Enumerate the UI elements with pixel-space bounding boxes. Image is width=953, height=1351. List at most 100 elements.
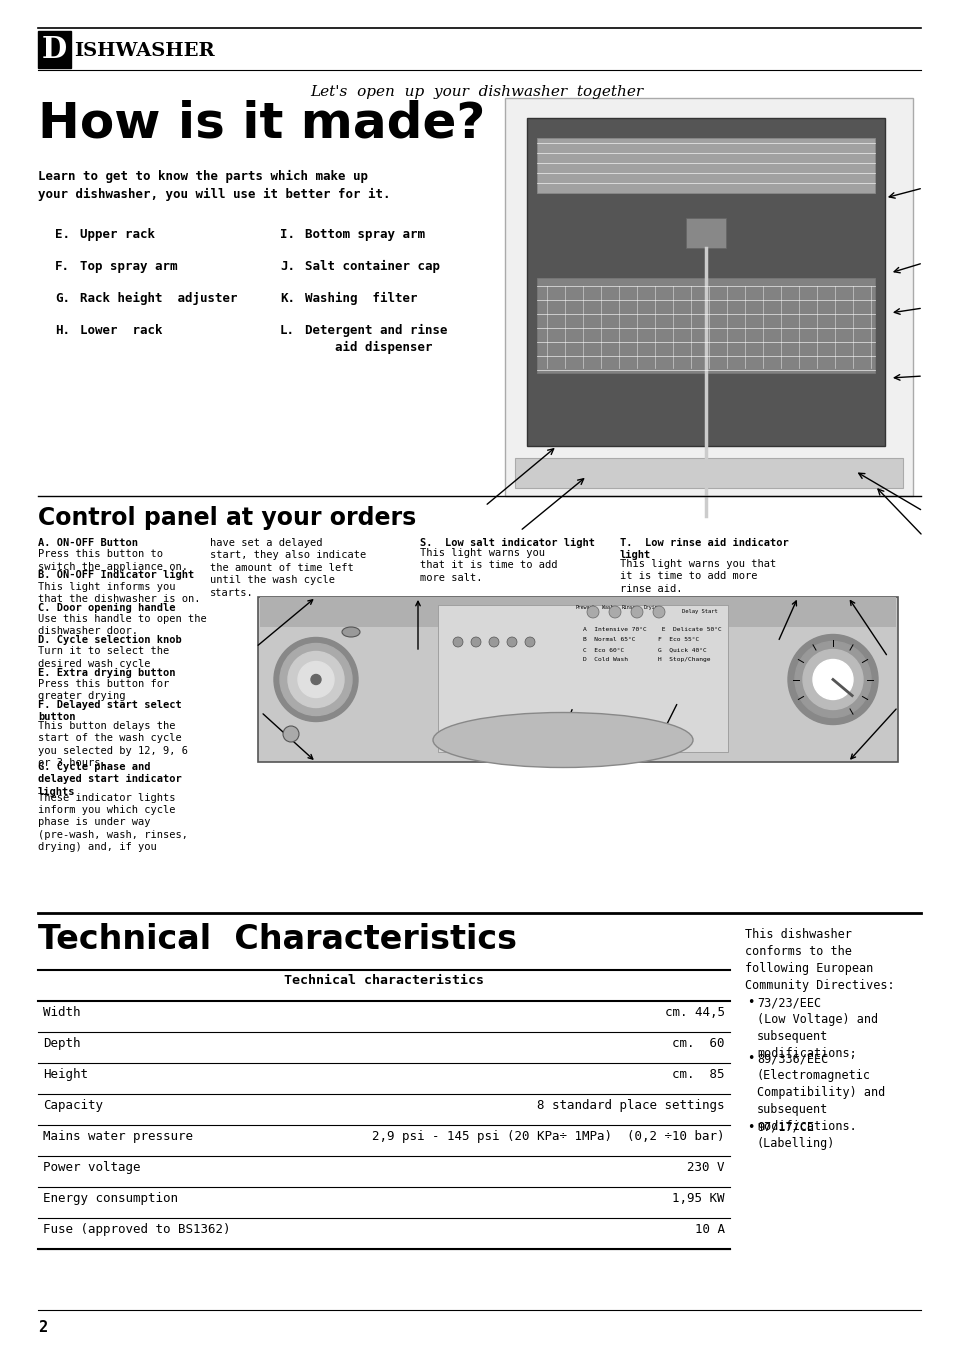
Text: Control panel at your orders: Control panel at your orders	[38, 507, 416, 530]
Bar	[526, 118, 884, 446]
Bar	[515, 458, 902, 488]
Circle shape	[297, 662, 334, 697]
Circle shape	[489, 638, 498, 647]
Text: •: •	[746, 1052, 754, 1065]
Circle shape	[280, 643, 352, 716]
Text: cm.  85: cm. 85	[672, 1069, 724, 1081]
Circle shape	[283, 725, 298, 742]
Text: D: D	[42, 35, 67, 63]
Text: D  Cold Wash        H  Stop/Change: D Cold Wash H Stop/Change	[582, 657, 710, 662]
Text: 2: 2	[38, 1320, 47, 1335]
Text: This light warns you
that it is time to add
more salt.: This light warns you that it is time to …	[419, 549, 557, 582]
Text: Depth: Depth	[43, 1038, 80, 1050]
Text: Prewash: Prewash	[576, 605, 596, 611]
Text: Lower  rack: Lower rack	[80, 324, 162, 336]
Text: 1,95 KW: 1,95 KW	[672, 1192, 724, 1205]
Text: G. Cycle phase and
delayed start indicator
lights: G. Cycle phase and delayed start indicat…	[38, 762, 182, 797]
Circle shape	[471, 638, 480, 647]
Text: Capacity: Capacity	[43, 1098, 103, 1112]
Ellipse shape	[341, 627, 359, 638]
Text: This dishwasher
conforms to the
following European
Community Directives:: This dishwasher conforms to the followin…	[744, 928, 894, 992]
Circle shape	[524, 638, 535, 647]
Circle shape	[288, 651, 344, 708]
Text: 97/17/CE
(Labelling): 97/17/CE (Labelling)	[757, 1120, 835, 1151]
Text: Width: Width	[43, 1006, 80, 1019]
Text: Bottom spray arm: Bottom spray arm	[305, 228, 424, 240]
Text: G.: G.	[55, 292, 70, 305]
Circle shape	[586, 607, 598, 617]
Text: Rack height  adjuster: Rack height adjuster	[80, 292, 237, 305]
Text: K.: K.	[280, 292, 294, 305]
Text: Use this handle to open the
dishwasher door.: Use this handle to open the dishwasher d…	[38, 615, 207, 636]
Text: H.: H.	[55, 324, 70, 336]
Text: How is it made?: How is it made?	[38, 99, 485, 147]
Circle shape	[506, 638, 517, 647]
Bar	[260, 597, 895, 627]
Text: J.: J.	[280, 259, 294, 273]
Text: Salt container cap: Salt container cap	[305, 259, 439, 273]
Text: Learn to get to know the parts which make up
your dishwasher, you will use it be: Learn to get to know the parts which mak…	[38, 170, 390, 201]
Text: Power voltage: Power voltage	[43, 1161, 140, 1174]
Text: •: •	[746, 996, 754, 1009]
Text: have set a delayed
start, they also indicate
the amount of time left
until the w: have set a delayed start, they also indi…	[210, 538, 366, 597]
Circle shape	[453, 638, 462, 647]
Text: T.  Low rinse aid indicator
light: T. Low rinse aid indicator light	[619, 538, 788, 559]
Bar	[38, 31, 71, 68]
Text: B  Normal 65°C      F  Eco 55°C: B Normal 65°C F Eco 55°C	[582, 638, 699, 642]
Text: Mains water pressure: Mains water pressure	[43, 1129, 193, 1143]
Text: cm.  60: cm. 60	[672, 1038, 724, 1050]
Text: ISHWASHER: ISHWASHER	[74, 42, 214, 59]
Text: Technical  Characteristics: Technical Characteristics	[38, 923, 517, 957]
Bar	[257, 597, 897, 762]
Bar	[504, 99, 912, 496]
Text: E. Extra drying button: E. Extra drying button	[38, 667, 175, 678]
Circle shape	[802, 650, 862, 709]
Text: Press this button for
greater drying: Press this button for greater drying	[38, 680, 169, 701]
Text: A  Intensive 70°C    E  Delicate 50°C: A Intensive 70°C E Delicate 50°C	[582, 627, 721, 632]
Text: Fuse (approved to BS1362): Fuse (approved to BS1362)	[43, 1223, 231, 1236]
Text: Drying: Drying	[642, 605, 659, 611]
Bar	[437, 605, 727, 753]
Text: F. Delayed start select
button: F. Delayed start select button	[38, 700, 182, 723]
Text: Height: Height	[43, 1069, 88, 1081]
Circle shape	[274, 638, 357, 721]
Text: Let's  open  up  your  dishwasher  together: Let's open up your dishwasher together	[310, 85, 643, 99]
Text: 230 V: 230 V	[687, 1161, 724, 1174]
Text: 10 A: 10 A	[695, 1223, 724, 1236]
Text: C  Eco 60°C         G  Quick 40°C: C Eco 60°C G Quick 40°C	[582, 647, 706, 653]
Text: Rinses: Rinses	[620, 605, 638, 611]
Text: A. ON-OFF Button: A. ON-OFF Button	[38, 538, 138, 549]
Text: Technical characteristics: Technical characteristics	[284, 974, 483, 988]
Text: F.: F.	[55, 259, 70, 273]
Text: This light warns you that
it is time to add more
rinse aid.: This light warns you that it is time to …	[619, 559, 776, 594]
Text: B. ON-OFF Indicator light: B. ON-OFF Indicator light	[38, 570, 194, 581]
Text: cm. 44,5: cm. 44,5	[664, 1006, 724, 1019]
Text: I.: I.	[280, 228, 294, 240]
Text: C. Door opening handle: C. Door opening handle	[38, 603, 175, 613]
Circle shape	[630, 607, 642, 617]
Circle shape	[794, 642, 870, 717]
Bar	[685, 218, 725, 249]
Text: This light informs you
that the dishwasher is on.: This light informs you that the dishwash…	[38, 582, 200, 604]
Text: •: •	[746, 1120, 754, 1133]
Text: Press this button to
switch the appliance on.: Press this button to switch the applianc…	[38, 550, 188, 571]
Text: D. Cycle selection knob: D. Cycle selection knob	[38, 635, 182, 646]
Circle shape	[311, 674, 320, 685]
Text: Delay Start: Delay Start	[681, 609, 717, 613]
Ellipse shape	[433, 712, 692, 767]
Text: Washing  filter: Washing filter	[305, 292, 417, 305]
Text: L.: L.	[280, 324, 294, 336]
Bar	[537, 278, 874, 373]
Text: S.  Low salt indicator light: S. Low salt indicator light	[419, 538, 595, 549]
Text: This button delays the
start of the wash cycle
you selected by 12, 9, 6
or 3 hou: This button delays the start of the wash…	[38, 721, 188, 769]
Text: 89/336/EEC
(Electromagnetic
Compatibility) and
subsequent
modifications.: 89/336/EEC (Electromagnetic Compatibilit…	[757, 1052, 884, 1133]
Text: Turn it to select the
desired wash cycle: Turn it to select the desired wash cycle	[38, 647, 169, 669]
Text: 73/23/EEC
(Low Voltage) and
subsequent
modifications;: 73/23/EEC (Low Voltage) and subsequent m…	[757, 996, 877, 1061]
Text: 8 standard place settings: 8 standard place settings	[537, 1098, 724, 1112]
Circle shape	[812, 659, 852, 700]
Text: E.: E.	[55, 228, 70, 240]
Text: Detergent and rinse
    aid dispenser: Detergent and rinse aid dispenser	[305, 324, 447, 354]
Circle shape	[787, 635, 877, 724]
Circle shape	[608, 607, 620, 617]
Bar	[537, 138, 874, 193]
